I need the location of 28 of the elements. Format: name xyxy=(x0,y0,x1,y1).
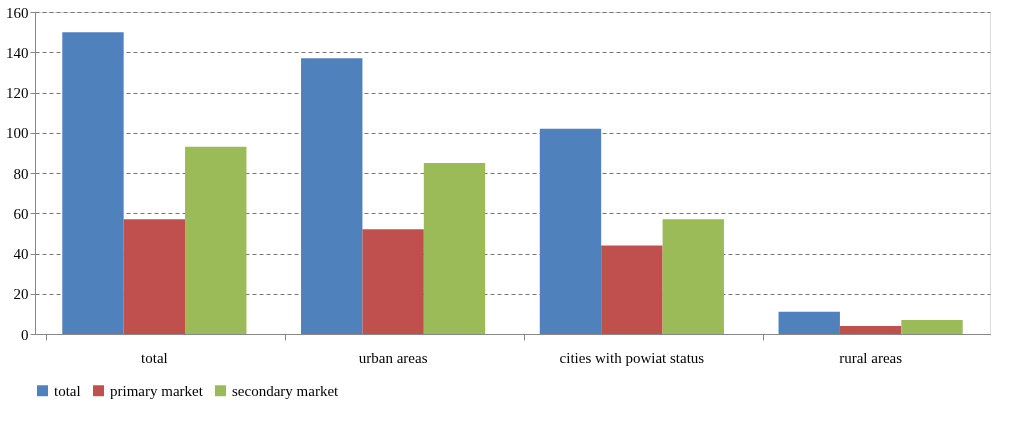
x-tick-label: cities with powiat status xyxy=(559,349,705,366)
y-tick-label: 140 xyxy=(6,44,29,61)
legend-label: primary market xyxy=(110,382,204,399)
bar xyxy=(123,219,186,334)
y-tick-label: 120 xyxy=(6,85,29,101)
y-tick-label: 160 xyxy=(6,4,29,21)
y-tick-label: 20 xyxy=(13,286,29,303)
bar xyxy=(62,32,124,334)
bar xyxy=(423,162,486,334)
y-tick-label: 0 xyxy=(21,326,29,343)
bar xyxy=(185,146,247,334)
bar xyxy=(778,311,840,334)
bar xyxy=(901,319,963,334)
x-tick-label: urban areas xyxy=(358,349,428,366)
bar xyxy=(362,229,424,334)
bar xyxy=(539,128,602,334)
bar xyxy=(839,325,902,334)
bar xyxy=(301,58,363,334)
x-tick-label: total xyxy=(141,349,168,366)
bar xyxy=(601,245,663,334)
legend-label: secondary market xyxy=(232,382,340,399)
legend-label: total xyxy=(54,382,81,399)
bar xyxy=(662,219,724,334)
x-tick-label: rural areas xyxy=(839,349,903,366)
y-tick-label: 100 xyxy=(6,125,29,142)
y-tick-label: 40 xyxy=(13,246,29,262)
y-tick-label: 60 xyxy=(13,205,29,222)
y-tick-label: 80 xyxy=(13,165,29,182)
